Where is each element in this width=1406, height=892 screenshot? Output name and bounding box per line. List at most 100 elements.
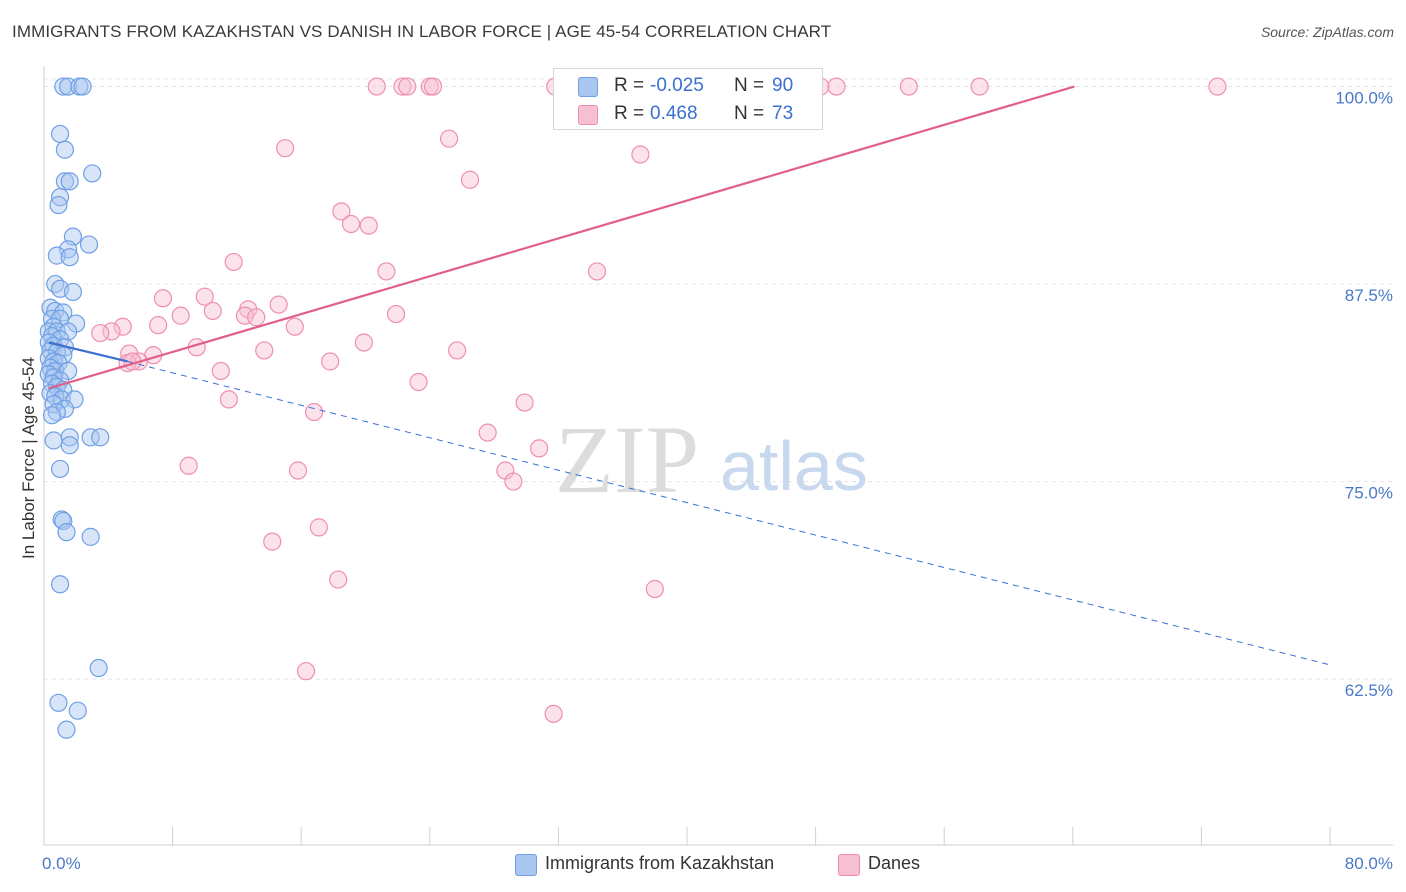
- series-legend: Immigrants from Kazakhstan Danes: [0, 852, 1406, 878]
- y-tick-label: 87.5%: [1345, 286, 1393, 305]
- point-kazakhstan: [42, 406, 62, 425]
- watermark: ZIP atlas: [555, 406, 868, 513]
- trend-line-kazakhstan: [48, 341, 128, 363]
- point-danes: [309, 518, 328, 537]
- point-kazakhstan: [54, 77, 73, 96]
- point-danes: [393, 77, 412, 96]
- x-tick-label-max: 80.0%: [1345, 854, 1393, 873]
- point-kazakhstan: [41, 383, 60, 403]
- point-kazakhstan: [63, 282, 83, 302]
- point-danes: [439, 129, 459, 148]
- point-danes: [203, 301, 222, 321]
- legend-n-value: 90: [772, 75, 794, 96]
- point-kazakhstan: [65, 390, 84, 409]
- point-danes: [211, 361, 230, 381]
- legend-n-label: N =: [734, 103, 765, 124]
- point-danes: [329, 570, 348, 589]
- point-kazakhstan: [47, 402, 66, 422]
- point-kazakhstan: [50, 575, 70, 594]
- point-danes: [386, 304, 406, 324]
- point-danes: [195, 287, 214, 306]
- point-kazakhstan: [50, 459, 70, 479]
- y-tick-labels: 100.0% 87.5% 75.0% 62.5%: [1335, 89, 1393, 701]
- point-danes: [304, 402, 324, 422]
- point-kazakhstan: [57, 523, 76, 542]
- y-tick-label: 75.0%: [1345, 484, 1393, 503]
- point-danes: [460, 170, 480, 189]
- point-danes: [367, 77, 386, 96]
- y-tick-label: 100.0%: [1335, 89, 1393, 108]
- watermark-zip: ZIP: [555, 406, 699, 513]
- point-danes: [645, 579, 664, 599]
- point-kazakhstan: [83, 164, 102, 183]
- stats-legend: R = -0.025 N = 90 R = 0.468 N = 73: [553, 68, 823, 130]
- point-danes: [398, 77, 417, 96]
- point-kazakhstan: [41, 358, 60, 377]
- point-danes: [332, 202, 351, 221]
- point-danes: [899, 77, 918, 96]
- point-danes: [448, 341, 467, 360]
- y-tick-label: 62.5%: [1345, 681, 1393, 700]
- gridlines: [44, 78, 1393, 680]
- legend-swatch-kazakhstan: [515, 854, 537, 876]
- point-danes: [269, 295, 288, 314]
- legend-swatch-danes: [838, 854, 860, 876]
- point-danes: [530, 439, 549, 458]
- point-danes: [219, 390, 238, 409]
- point-kazakhstan: [44, 431, 63, 450]
- x-tick-labels: 0.0% 80.0%: [42, 854, 1393, 873]
- point-danes: [235, 306, 255, 325]
- point-kazakhstan: [54, 511, 73, 531]
- legend-swatch-blue: [578, 77, 598, 97]
- point-danes: [970, 77, 989, 96]
- point-kazakhstan: [60, 248, 79, 267]
- series-kazakhstan: [39, 77, 110, 739]
- legend-row-danes: R = 0.468 N = 73: [554, 100, 822, 128]
- legend-r-label: R =: [614, 103, 645, 124]
- point-kazakhstan: [50, 124, 70, 144]
- series-danes: [91, 77, 1227, 723]
- point-kazakhstan: [79, 235, 99, 254]
- legend-r-value: -0.025: [650, 75, 704, 96]
- point-danes: [276, 139, 295, 158]
- point-danes: [341, 214, 361, 234]
- point-kazakhstan: [89, 658, 108, 678]
- point-danes: [153, 289, 173, 308]
- trend-lines: [48, 85, 1331, 666]
- point-kazakhstan: [60, 172, 79, 191]
- legend-label-danes: Danes: [868, 853, 921, 873]
- source-credit: Source: ZipAtlas.com: [1260, 24, 1394, 40]
- x-tick-label-min: 0.0%: [42, 854, 81, 873]
- point-danes: [224, 252, 243, 272]
- point-kazakhstan: [49, 693, 68, 712]
- point-danes: [296, 662, 316, 681]
- legend-label-kazakhstan: Immigrants from Kazakhstan: [545, 853, 775, 873]
- point-danes: [113, 317, 132, 336]
- point-danes: [827, 77, 846, 96]
- point-kazakhstan: [81, 428, 100, 447]
- point-danes: [377, 262, 396, 281]
- point-danes: [587, 262, 607, 281]
- legend-r-value: 0.468: [650, 103, 698, 124]
- point-danes: [263, 532, 282, 551]
- legend-n-value: 73: [772, 103, 794, 124]
- trend-line-danes: [48, 85, 1075, 390]
- point-danes: [478, 423, 497, 442]
- chart-title: IMMIGRANTS FROM KAZAKHSTAN VS DANISH IN …: [12, 22, 832, 41]
- point-kazakhstan: [81, 527, 100, 546]
- watermark-atlas: atlas: [720, 427, 868, 505]
- point-kazakhstan: [55, 140, 74, 159]
- point-danes: [247, 308, 266, 327]
- point-danes: [179, 456, 198, 475]
- point-danes: [631, 145, 650, 164]
- point-danes: [321, 352, 340, 371]
- point-danes: [288, 461, 308, 480]
- point-danes: [285, 317, 304, 336]
- point-danes: [1208, 77, 1227, 96]
- point-danes: [359, 216, 378, 235]
- y-axis-label: In Labor Force | Age 45-54: [19, 357, 38, 559]
- point-danes: [102, 322, 121, 341]
- legend-swatch-pink: [578, 105, 598, 125]
- point-kazakhstan: [73, 77, 92, 96]
